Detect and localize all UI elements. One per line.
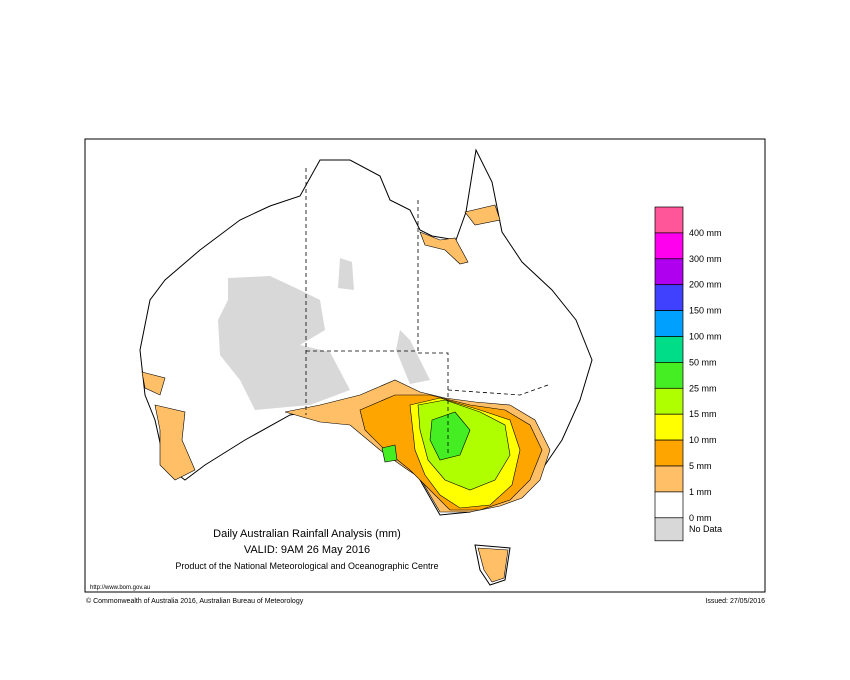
rain-25mm xyxy=(429,411,471,461)
legend-label: 200 mm xyxy=(689,280,722,290)
no-data-area xyxy=(338,258,354,290)
legend-label: 1 mm xyxy=(689,487,712,497)
legend-label: 100 mm xyxy=(689,332,722,342)
legend-swatch xyxy=(654,336,684,363)
tasmania xyxy=(474,544,511,586)
legend-label: 400 mm xyxy=(689,228,722,238)
state-border xyxy=(418,352,449,455)
legend-swatch xyxy=(654,413,684,441)
no-data-area xyxy=(218,276,350,410)
legend-label: 25 mm xyxy=(689,383,717,393)
legend-label: 15 mm xyxy=(689,409,717,419)
rain-1mm xyxy=(464,204,501,226)
valid-time: VALID: 9AM 26 May 2016 xyxy=(244,544,370,556)
legend-swatch xyxy=(654,232,684,260)
no-data-area xyxy=(396,330,430,384)
legend-swatch xyxy=(654,206,684,234)
issued-date: Issued: 27/05/2016 xyxy=(705,598,765,605)
map xyxy=(139,148,593,586)
legend-label: 150 mm xyxy=(689,306,722,316)
copyright: © Commonwealth of Australia 2016, Austra… xyxy=(86,597,304,605)
legend-label: 10 mm xyxy=(689,435,717,445)
rain-1mm xyxy=(141,371,166,396)
legend-swatch xyxy=(654,517,684,542)
rain-1mm xyxy=(154,404,196,481)
legend-swatch xyxy=(654,387,684,415)
legend: 400 mm 300 mm 200 mm 150 mm 100 mm 50 mm 25 mm… xyxy=(654,206,722,542)
url: http://www.bom.gov.au xyxy=(90,585,150,591)
legend-swatch xyxy=(654,465,684,493)
state-border xyxy=(447,384,549,396)
rain-1mm xyxy=(477,547,509,583)
product-line: Product of the National Meteorological a… xyxy=(175,561,438,571)
legend-swatch xyxy=(654,258,684,286)
legend-label: 50 mm xyxy=(689,357,717,367)
state-border xyxy=(306,200,419,352)
legend-swatch xyxy=(654,310,684,337)
legend-label: 300 mm xyxy=(689,254,722,264)
map-title: Daily Australian Rainfall Analysis (mm) xyxy=(213,528,401,540)
legend-label: No Data xyxy=(689,524,722,534)
rain-1mm xyxy=(419,231,469,265)
legend-swatch xyxy=(654,362,684,389)
rain-25mm xyxy=(381,444,398,463)
legend-label: 5 mm xyxy=(689,461,712,471)
legend-swatch xyxy=(654,491,684,519)
legend-swatch xyxy=(654,284,684,311)
legend-label: 0 mm xyxy=(689,513,712,523)
legend-swatch xyxy=(654,439,684,467)
